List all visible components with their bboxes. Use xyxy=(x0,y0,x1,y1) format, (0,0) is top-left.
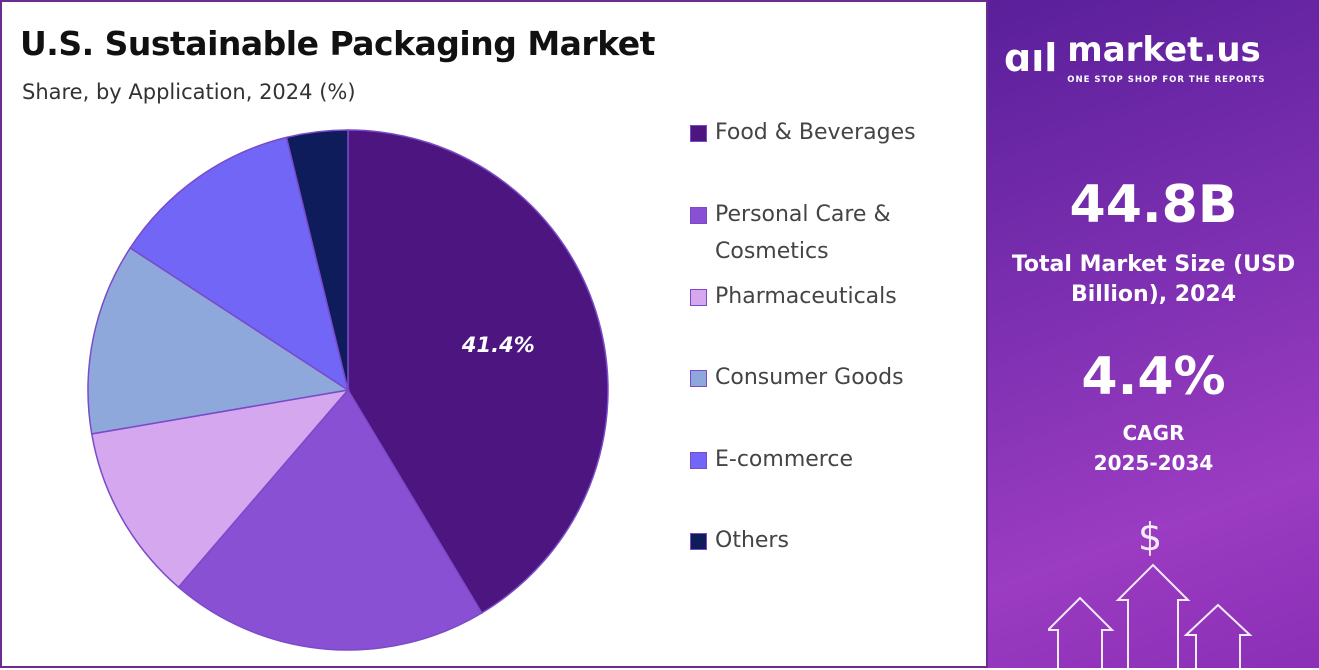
legend-label: Food & Beverages xyxy=(715,120,916,145)
pie-slice xyxy=(347,129,609,614)
market-size-value: 44.8B xyxy=(1069,175,1238,235)
brand-tagline: ONE STOP SHOP FOR THE REPORTS xyxy=(1067,75,1266,85)
legend-label: Others xyxy=(715,528,789,553)
legend-item: E-commerce xyxy=(690,441,980,478)
legend-item: Food & Beverages xyxy=(690,114,980,151)
market-size-label: Total Market Size (USD Billion), 2024 xyxy=(1011,252,1296,307)
cagr-label: CAGR xyxy=(1122,421,1185,445)
chart-panel: U.S. Sustainable Packaging Market Share,… xyxy=(0,0,988,668)
pie-slice xyxy=(87,246,351,435)
cagr-value: 4.4% xyxy=(1081,347,1226,407)
legend-swatch xyxy=(690,533,707,550)
pie-slice xyxy=(129,136,350,392)
legend-item: Others xyxy=(690,522,980,559)
legend-label: E-commerce xyxy=(715,447,853,472)
growth-arrows-icon xyxy=(1048,563,1253,668)
brand-name: market.us xyxy=(1067,30,1261,70)
legend-swatch xyxy=(690,370,707,387)
logo-icon: ɑıl xyxy=(1004,36,1058,80)
chart-title: U.S. Sustainable Packaging Market xyxy=(20,24,655,63)
summary-panel: ɑıl market.us ONE STOP SHOP FOR THE REPO… xyxy=(988,0,1319,668)
pie-slice xyxy=(285,129,349,391)
pie-slice xyxy=(90,388,350,589)
legend-swatch xyxy=(690,289,707,306)
legend-swatch xyxy=(690,452,707,469)
legend-item: Consumer Goods xyxy=(690,359,980,396)
legend-item: Pharmaceuticals xyxy=(690,278,980,315)
dollar-icon: $ xyxy=(1138,515,1163,559)
pie-chart: 41.4% xyxy=(87,129,609,651)
legend-label: Consumer Goods xyxy=(715,365,904,390)
chart-subtitle: Share, by Application, 2024 (%) xyxy=(22,80,356,104)
legend-label: Pharmaceuticals xyxy=(715,284,897,309)
brand-logo: ɑıl market.us ONE STOP SHOP FOR THE REPO… xyxy=(1004,30,1265,86)
legend-swatch xyxy=(690,207,707,224)
legend-item: Personal Care & Cosmetics xyxy=(690,196,920,270)
legend-label: Personal Care & Cosmetics xyxy=(715,202,891,264)
pie-slice xyxy=(177,388,483,651)
cagr-period: 2025-2034 xyxy=(1093,451,1214,475)
data-label: 41.4% xyxy=(461,333,535,357)
legend-swatch xyxy=(690,125,707,142)
